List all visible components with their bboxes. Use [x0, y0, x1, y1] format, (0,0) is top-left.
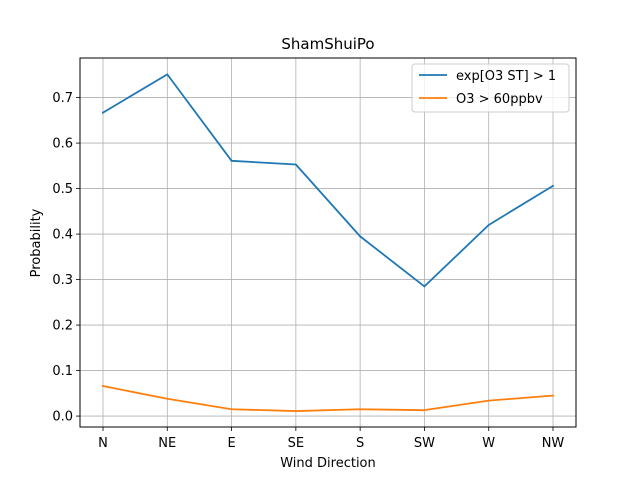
series-line-2 [101, 384, 554, 412]
data-point-series-1 [552, 184, 554, 187]
legend-label-series-2: O3 > 60ppbv [456, 92, 543, 107]
y-tick-label: 0.3 [52, 273, 73, 288]
legend: exp[O3 ST] > 1 O3 > 60ppbv [411, 63, 570, 113]
x-tick-label: SE [288, 436, 304, 451]
data-point-series-2 [294, 410, 297, 412]
x-tick-label: S [356, 436, 364, 451]
legend-box [411, 63, 570, 113]
data-point-series-2 [487, 399, 490, 402]
x-axis-label: Wind Direction [280, 456, 376, 471]
series-layer [101, 73, 555, 412]
plot-frame [79, 57, 577, 428]
y-tick-label: 0.5 [52, 182, 73, 197]
data-point-series-2 [423, 409, 426, 412]
data-point-series-2 [552, 394, 554, 397]
x-tick-label: N [98, 436, 108, 451]
grid [80, 58, 576, 427]
data-point-series-1 [230, 159, 233, 162]
y-tick-label: 0.1 [52, 364, 73, 379]
y-tick-label: 0.6 [52, 137, 73, 152]
legend-label-series-1: exp[O3 ST] > 1 [456, 69, 556, 84]
x-tick-label: W [482, 436, 495, 451]
y-tick-label: 0.0 [52, 410, 73, 425]
y-tick-label: 0.4 [52, 228, 73, 243]
data-point-series-1 [102, 111, 104, 114]
series-line-1 [101, 73, 555, 288]
data-point-series-1 [423, 285, 426, 288]
data-point-series-1 [359, 235, 362, 238]
data-point-series-1 [487, 224, 490, 226]
y-tick-label: 0.7 [52, 91, 73, 106]
x-tick-label: SW [414, 436, 435, 451]
data-point-series-2 [230, 408, 233, 411]
y-axis-label: Probability [29, 208, 44, 277]
y-tick-label: 0.2 [52, 319, 73, 334]
data-point-series-2 [102, 385, 104, 387]
x-axis: N NE E SE S SW W NW [98, 427, 564, 451]
x-tick-label: NW [542, 436, 565, 451]
data-point-series-2 [359, 408, 362, 411]
data-point-series-1 [294, 163, 297, 166]
y-axis: 0.0 0.1 0.2 0.3 0.4 0.5 0.6 0.7 [52, 91, 80, 425]
chart-title: ShamShuiPo [281, 35, 374, 53]
x-tick-label: E [227, 436, 235, 451]
data-point-series-2 [166, 397, 169, 400]
data-point-series-1 [166, 73, 169, 76]
x-tick-label: NE [158, 436, 176, 451]
